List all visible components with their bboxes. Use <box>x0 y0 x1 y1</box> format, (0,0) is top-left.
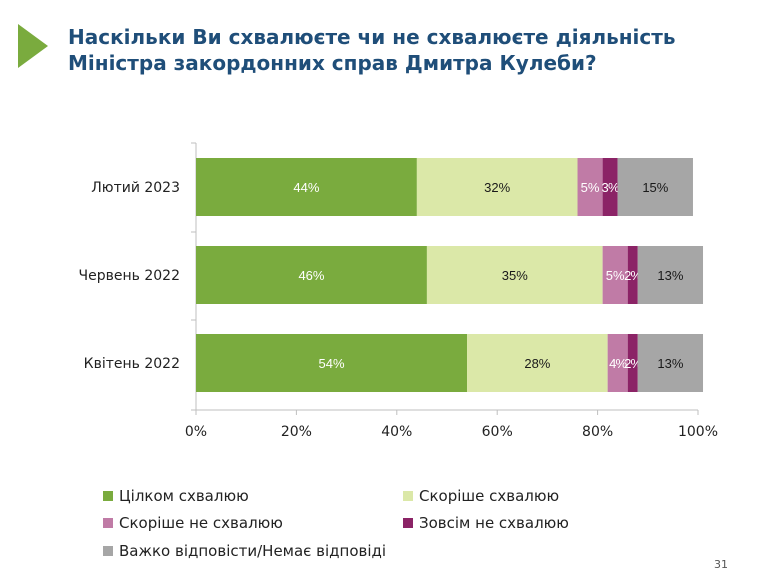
x-tick-label: 100% <box>678 424 718 440</box>
bar-segment <box>637 334 704 392</box>
bar-segment <box>426 246 603 304</box>
data-label: 44% <box>293 180 319 195</box>
bar-segment <box>627 246 638 304</box>
data-label: 32% <box>484 180 510 195</box>
legend-label: Зовсім не схвалюю <box>419 514 569 532</box>
data-label: 5% <box>581 180 600 195</box>
title-line-2: Міністра закордонних справ Дмитра Кулеби… <box>68 51 597 75</box>
bar-segment <box>627 334 638 392</box>
legend-swatch <box>103 491 113 501</box>
page-number: 31 <box>714 558 728 571</box>
bar-segment <box>617 158 693 216</box>
x-tick-label: 40% <box>381 424 412 440</box>
x-tick-label: 80% <box>582 424 613 440</box>
stacked-bar-chart: 0% 20% 40% 60% 80% 100%Лютий 2023 44% 32% 5% 3% 15… <box>79 142 718 440</box>
legend-label: Скоріше не схвалюю <box>119 514 283 532</box>
data-label: 46% <box>298 268 324 283</box>
slide-arrow-icon <box>18 24 48 68</box>
bar-segment <box>602 246 628 304</box>
category-label: Лютий 2023 <box>91 180 180 196</box>
legend-label: Скоріше схвалюю <box>419 487 560 505</box>
data-label: 28% <box>524 356 550 371</box>
bar-segment <box>467 334 608 392</box>
bar-segment <box>196 246 427 304</box>
legend-label: Цілком схвалюю <box>119 487 249 505</box>
legend-item: Зовсім не схвалюю <box>403 514 569 532</box>
data-label: 4% <box>609 356 627 371</box>
data-label: 13% <box>657 268 683 283</box>
bar-segment <box>577 158 603 216</box>
legend-swatch <box>403 518 413 528</box>
bar-segment <box>602 158 618 216</box>
bar-segment <box>607 334 628 392</box>
title-line-1: Наскільки Ви схвалюєте чи не схвалюєте д… <box>68 25 676 49</box>
legend-swatch <box>103 546 113 556</box>
data-label: 3% <box>602 180 620 195</box>
category-label: Червень 2022 <box>79 268 180 284</box>
data-label: 54% <box>319 356 345 371</box>
legend-item: Важко відповісти/Немає відповіді <box>103 542 386 560</box>
legend-item: Скоріше не схвалюю <box>103 514 283 532</box>
category-label: Квітень 2022 <box>84 356 180 372</box>
data-label: 5% <box>606 268 625 283</box>
bar-segment <box>637 246 704 304</box>
legend-swatch <box>103 518 113 528</box>
legend-item: Цілком схвалюю <box>103 487 249 505</box>
x-tick-label: 0% <box>185 424 207 440</box>
bar-segment <box>416 158 578 216</box>
data-label: 13% <box>657 356 683 371</box>
legend-label: Важко відповісти/Немає відповіді <box>119 542 387 560</box>
bar-segment <box>196 158 417 216</box>
page-title: Наскільки Ви схвалюєте чи не схвалюєте д… <box>68 24 748 76</box>
data-label: 15% <box>642 180 668 195</box>
data-label: 35% <box>502 268 528 283</box>
x-tick-label: 60% <box>482 424 513 440</box>
bar-segment <box>196 334 468 392</box>
legend-swatch <box>403 491 413 501</box>
x-tick-label: 20% <box>281 424 312 440</box>
legend-item: Скоріше схвалюю <box>403 487 559 505</box>
